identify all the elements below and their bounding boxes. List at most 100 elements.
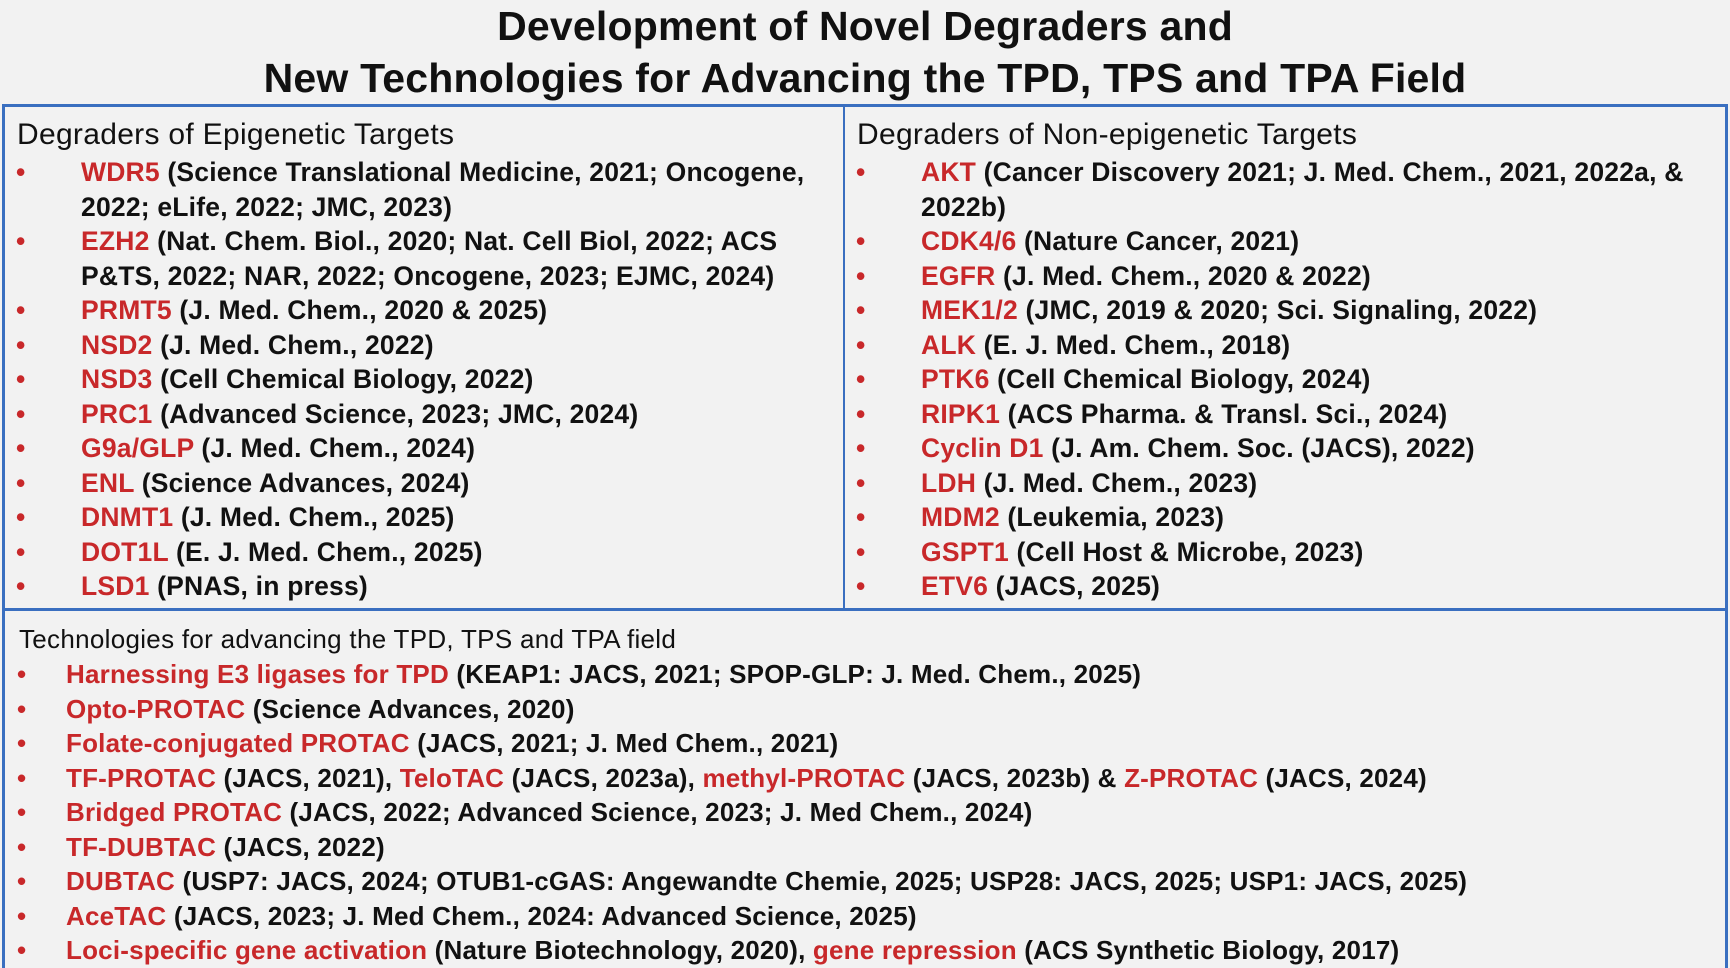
- bullet-icon: •: [16, 226, 26, 256]
- bullet-icon: •: [17, 728, 27, 758]
- technology-name: Loci-specific gene activation: [66, 935, 428, 965]
- target-name: G9a/GLP: [81, 433, 194, 463]
- list-item: • ENL (Science Advances, 2024): [5, 466, 843, 501]
- reference-text: (J. Am. Chem. Soc. (JACS), 2022): [1043, 433, 1475, 463]
- target-name: ETV6: [921, 571, 989, 601]
- bullet-icon: •: [856, 433, 866, 463]
- bullet-icon: •: [856, 502, 866, 532]
- bullet-icon: •: [16, 329, 26, 360]
- bullet-icon: •: [16, 502, 26, 532]
- target-name: MDM2: [921, 502, 1000, 532]
- reference-text: (ACS Synthetic Biology, 2017): [1016, 935, 1400, 965]
- reference-text: (Cancer Discovery 2021; J. Med. Chem., 2…: [921, 157, 1684, 222]
- target-name: PTK6: [921, 364, 990, 394]
- bullet-icon: •: [856, 364, 866, 394]
- list-item: • MDM2 (Leukemia, 2023): [845, 500, 1725, 535]
- list-item: • GSPT1 (Cell Host & Microbe, 2023): [845, 535, 1725, 570]
- technology-name: Harnessing E3 ligases for TPD: [66, 659, 449, 689]
- bullet-icon: •: [856, 329, 866, 360]
- list-item: • ALK (E. J. Med. Chem., 2018): [845, 328, 1725, 363]
- bullet-icon: •: [856, 467, 866, 498]
- reference-text: (J. Med. Chem., 2025): [173, 502, 455, 532]
- list-item: • TF-PROTAC (JACS, 2021), TeloTAC (JACS, …: [5, 761, 1725, 796]
- technology-name: Z-PROTAC: [1124, 762, 1259, 793]
- bullet-icon: •: [856, 571, 866, 601]
- list-item: • NSD3 (Cell Chemical Biology, 2022): [5, 362, 843, 397]
- reference-text: (E. J. Med. Chem., 2025): [168, 536, 483, 567]
- reference-text: (Science Translational Medicine, 2021; O…: [81, 157, 805, 222]
- reference-text: (Nature Cancer, 2021): [1016, 226, 1300, 256]
- reference-text: (JACS, 2023a),: [504, 762, 703, 793]
- reference-text: (Cell Chemical Biology, 2024): [989, 364, 1371, 394]
- reference-text: (J. Med. Chem., 2023): [976, 467, 1258, 498]
- target-name: NSD3: [81, 364, 153, 394]
- bullet-icon: •: [17, 866, 27, 896]
- reference-text: (Leukemia, 2023): [999, 502, 1225, 532]
- technology-name: methyl-PROTAC: [702, 762, 906, 793]
- technology-name: DUBTAC: [66, 866, 176, 896]
- bullet-icon: •: [17, 762, 27, 793]
- bullet-icon: •: [16, 571, 26, 601]
- bullet-icon: •: [856, 398, 866, 429]
- list-item: • NSD2 (J. Med. Chem., 2022): [5, 328, 843, 363]
- list-item: • AKT (Cancer Discovery 2021; J. Med. Che…: [845, 155, 1725, 224]
- target-name: CDK4/6: [921, 226, 1017, 256]
- target-name: EGFR: [921, 260, 996, 291]
- target-name: ALK: [921, 329, 977, 360]
- list-item: • PRMT5 (J. Med. Chem., 2020 & 2025): [5, 293, 843, 328]
- target-name: LDH: [921, 467, 977, 498]
- target-name: RIPK1: [921, 398, 1001, 429]
- list-item: • RIPK1 (ACS Pharma. & Transl. Sci., 2024…: [845, 397, 1725, 432]
- bullet-icon: •: [16, 364, 26, 394]
- bullet-icon: •: [16, 295, 26, 325]
- target-name: NSD2: [81, 329, 153, 360]
- reference-text: (ACS Pharma. & Transl. Sci., 2024): [1000, 398, 1448, 429]
- technology-name: gene repression: [812, 935, 1017, 965]
- technology-name: TF-PROTAC: [66, 762, 217, 793]
- list-item: • TF-DUBTAC (JACS, 2022): [5, 830, 1725, 865]
- target-name: MEK1/2: [921, 295, 1018, 325]
- bullet-icon: •: [16, 467, 26, 498]
- reference-text: (J. Med. Chem., 2020 & 2022): [995, 260, 1371, 291]
- technology-name: Bridged PROTAC: [66, 797, 283, 827]
- list-item: • G9a/GLP (J. Med. Chem., 2024): [5, 431, 843, 466]
- technology-name: AceTAC: [66, 900, 167, 931]
- target-name: DNMT1: [81, 502, 174, 532]
- epigenetic-targets-panel: Degraders of Epigenetic Targets • WDR5 (S…: [2, 104, 845, 611]
- list-item: • Loci-specific gene activation (Nature B…: [5, 933, 1725, 968]
- reference-text: (Nat. Chem. Biol., 2020; Nat. Cell Biol,…: [81, 226, 778, 291]
- reference-text: (JACS, 2021),: [216, 762, 400, 793]
- technology-name: TeloTAC: [399, 762, 505, 793]
- list-item: • AceTAC (JACS, 2023; J. Med Chem., 2024:…: [5, 899, 1725, 934]
- list-item: • ETV6 (JACS, 2025): [845, 569, 1725, 604]
- bullet-icon: •: [856, 536, 866, 567]
- reference-text: (JACS, 2023; J. Med Chem., 2024: Advance…: [166, 900, 917, 931]
- reference-text: (J. Med. Chem., 2024): [193, 433, 476, 463]
- list-item: • DOT1L (E. J. Med. Chem., 2025): [5, 535, 843, 570]
- list-item: • PTK6 (Cell Chemical Biology, 2024): [845, 362, 1725, 397]
- title-line-2: New Technologies for Advancing the TPD, …: [263, 55, 1467, 101]
- list-item: • DNMT1 (J. Med. Chem., 2025): [5, 500, 843, 535]
- reference-text: (KEAP1: JACS, 2021; SPOP-GLP: J. Med. Ch…: [448, 659, 1142, 689]
- technology-name: TF-DUBTAC: [66, 831, 217, 862]
- reference-text: (J. Med. Chem., 2022): [152, 329, 434, 360]
- list-item: • Harnessing E3 ligases for TPD (KEAP1: J…: [5, 657, 1725, 692]
- bullet-icon: •: [16, 536, 26, 567]
- bullet-icon: •: [17, 831, 27, 862]
- non-epigenetic-list: • AKT (Cancer Discovery 2021; J. Med. Che…: [845, 155, 1725, 604]
- list-item: • EGFR (J. Med. Chem., 2020 & 2022): [845, 259, 1725, 294]
- technology-name: Opto-PROTAC: [66, 693, 246, 724]
- target-name: DOT1L: [81, 536, 169, 567]
- reference-text: (Cell Chemical Biology, 2022): [152, 364, 534, 394]
- reference-text: (JACS, 2022; Advanced Science, 2023; J. …: [282, 797, 1033, 827]
- reference-text: (Science Advances, 2024): [134, 467, 470, 498]
- list-item: • CDK4/6 (Nature Cancer, 2021): [845, 224, 1725, 259]
- target-name: EZH2: [81, 226, 150, 256]
- list-item: • PRC1 (Advanced Science, 2023; JMC, 2024…: [5, 397, 843, 432]
- reference-text: (J. Med. Chem., 2020 & 2025): [171, 295, 548, 325]
- reference-text: (JMC, 2019 & 2020; Sci. Signaling, 2022): [1017, 295, 1538, 325]
- bullet-icon: •: [856, 295, 866, 325]
- target-name: Cyclin D1: [921, 433, 1044, 463]
- target-name: LSD1: [81, 571, 150, 601]
- bullet-icon: •: [17, 935, 27, 965]
